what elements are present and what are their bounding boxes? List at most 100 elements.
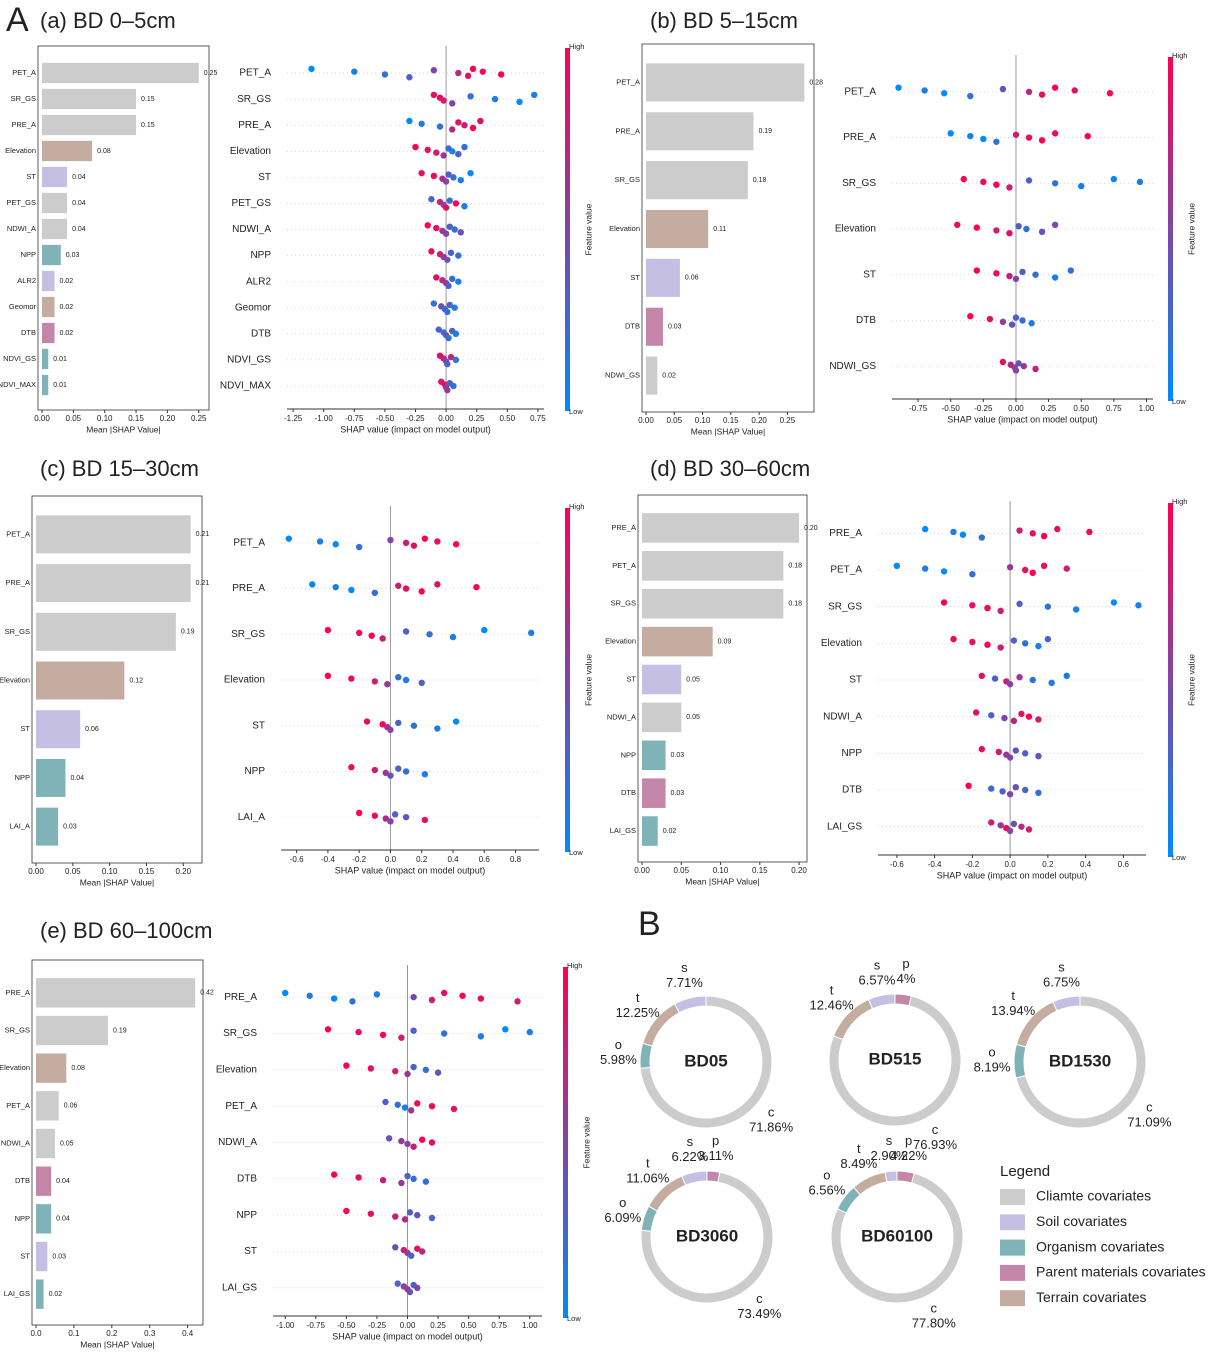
slice-category: t bbox=[636, 990, 640, 1005]
shap-point bbox=[491, 95, 499, 103]
shap-point bbox=[455, 69, 462, 77]
shap-point bbox=[445, 334, 452, 342]
shap-point bbox=[285, 535, 293, 542]
shap-point bbox=[404, 1140, 411, 1148]
slice-label: 6.56% bbox=[808, 1182, 845, 1197]
shap-point bbox=[395, 719, 402, 727]
legend-entry: Terrain covariates bbox=[1036, 1289, 1147, 1305]
bar bbox=[646, 209, 709, 249]
value-label: 0.04 bbox=[56, 1216, 70, 1223]
shap-point bbox=[1022, 750, 1029, 757]
shap-point bbox=[978, 672, 986, 679]
x-tick-label: 0.20 bbox=[751, 416, 767, 425]
slice-label: 8.19% bbox=[974, 1059, 1011, 1074]
x-axis-label: SHAP value (impact on model output) bbox=[947, 414, 1097, 424]
colorbar bbox=[563, 967, 568, 1318]
x-tick-label: -0.25 bbox=[368, 1321, 387, 1330]
shap-point bbox=[993, 270, 1000, 277]
shap-point bbox=[349, 998, 356, 1005]
shap-point bbox=[1006, 827, 1014, 835]
shap-point bbox=[995, 748, 1002, 756]
shap-point bbox=[999, 788, 1006, 795]
shap-point bbox=[398, 1137, 405, 1145]
slice-category: t bbox=[857, 1141, 861, 1156]
shap-point bbox=[433, 224, 440, 232]
donut-slice bbox=[1052, 995, 1081, 1012]
category-label: ST bbox=[26, 172, 36, 181]
shap-point bbox=[973, 224, 981, 231]
bar bbox=[42, 114, 137, 136]
shap-point bbox=[447, 249, 455, 256]
value-label: 0.05 bbox=[60, 1140, 74, 1147]
value-label: 0.02 bbox=[60, 278, 74, 285]
shap-point bbox=[414, 1100, 421, 1107]
bar bbox=[646, 63, 805, 102]
shap-point bbox=[1025, 88, 1033, 96]
feature-label: DTB bbox=[856, 315, 876, 326]
shap-point bbox=[1025, 713, 1033, 720]
shap-point bbox=[449, 126, 456, 133]
shap-point bbox=[1029, 530, 1036, 537]
shap-point bbox=[440, 989, 448, 997]
slice-label: 3.11% bbox=[698, 1148, 734, 1163]
x-tick-label: 0.25 bbox=[1041, 404, 1057, 413]
x-axis-label: Mean |SHAP Value| bbox=[691, 426, 766, 436]
shap-point bbox=[404, 1172, 411, 1180]
shap-point bbox=[412, 143, 419, 151]
bar bbox=[36, 807, 59, 846]
shap-point bbox=[997, 644, 1004, 651]
bar bbox=[36, 564, 191, 603]
shap-point bbox=[449, 633, 457, 641]
x-tick-label: 0.00 bbox=[634, 866, 650, 875]
slice-label: 6.22% bbox=[671, 1149, 708, 1164]
bar bbox=[36, 978, 196, 1008]
bar bbox=[36, 1128, 55, 1159]
x-tick-label: 0.0 bbox=[385, 855, 397, 864]
bar bbox=[36, 1015, 109, 1046]
shap-point bbox=[980, 135, 987, 143]
feature-label: PRE_A bbox=[238, 120, 271, 131]
value-label: 0.04 bbox=[72, 200, 86, 207]
shap-point bbox=[1016, 527, 1023, 534]
bar bbox=[36, 1241, 48, 1272]
shap-point bbox=[446, 301, 453, 309]
shap-point bbox=[940, 599, 948, 606]
colorbar-high: High bbox=[1172, 497, 1187, 506]
shap-point bbox=[371, 678, 379, 685]
shap-point bbox=[381, 71, 389, 78]
value-label: 0.02 bbox=[49, 1291, 63, 1298]
value-label: 0.19 bbox=[113, 1027, 127, 1034]
shap-point bbox=[1054, 525, 1061, 533]
category-label: PET_A bbox=[6, 529, 30, 538]
shap-point bbox=[941, 90, 948, 97]
legend-swatch bbox=[1000, 1239, 1025, 1256]
shap-point bbox=[1032, 271, 1039, 278]
bar bbox=[642, 816, 658, 846]
value-label: 0.01 bbox=[53, 382, 67, 389]
x-tick-label: 0.25 bbox=[469, 414, 485, 423]
shap-point bbox=[332, 541, 339, 548]
feature-label: LAI_A bbox=[238, 812, 266, 823]
shap-point bbox=[449, 100, 456, 107]
shap-point bbox=[387, 772, 394, 779]
feature-label: LAI_GS bbox=[827, 821, 862, 832]
category-label: NPP bbox=[15, 773, 30, 782]
shap-point bbox=[449, 148, 456, 155]
value-label: 0.09 bbox=[718, 638, 732, 645]
shap-point bbox=[445, 282, 452, 290]
shap-point bbox=[991, 675, 999, 682]
category-label: ALR2 bbox=[17, 276, 36, 285]
x-tick-label: 0.8 bbox=[510, 855, 522, 864]
shap-point bbox=[442, 204, 450, 211]
shap-point bbox=[1025, 826, 1033, 833]
shap-point bbox=[481, 626, 488, 634]
shap-point bbox=[442, 230, 450, 237]
shap-point bbox=[1048, 679, 1055, 686]
shap-point bbox=[461, 121, 468, 129]
shap-point bbox=[355, 629, 363, 637]
bar bbox=[646, 112, 754, 151]
bar bbox=[42, 296, 55, 318]
shap-point bbox=[1015, 360, 1022, 367]
value-label: 0.05 bbox=[686, 676, 700, 683]
shap-point bbox=[410, 1143, 417, 1150]
